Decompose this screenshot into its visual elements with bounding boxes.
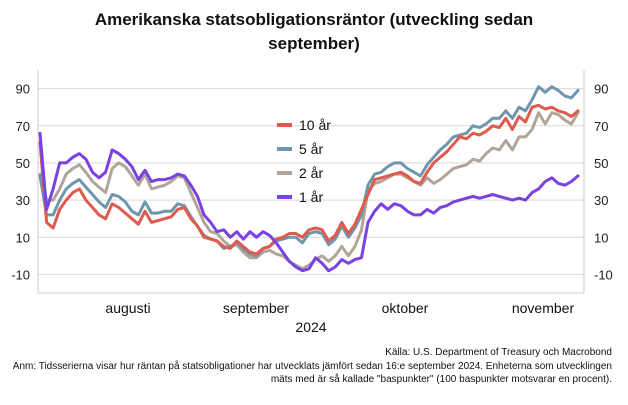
legend-label-3: 2 år [299,165,323,181]
x-label-september: september [223,300,289,316]
x-label-augusti: augusti [105,300,150,316]
y-axis-left-ticks: 90 70 50 30 10 -10 [11,82,30,283]
y-tick-label-left: 70 [16,119,30,134]
legend-label-4: 1 år [299,189,323,205]
series-line-4 [38,131,580,273]
x-label-november: november [512,300,575,316]
y-tick-label-left: -10 [11,267,30,282]
y-tick-label-right: 10 [594,230,608,245]
note-text: Anm: Tidsserierna visar hur räntan på st… [12,361,612,385]
legend-label-1: 10 år [299,117,331,133]
line-chart: 90 70 50 30 10 -10 90 70 50 30 10 -10 augusti sept… [11,70,613,335]
series-line-3 [38,111,580,271]
legend: 10 år 5 år 2 år 1 år [277,117,331,205]
y-tick-label-right: 30 [594,193,608,208]
x-label-year: 2024 [295,319,326,335]
y-tick-label-right: -10 [594,267,613,282]
legend-label-2: 5 år [299,141,323,157]
y-tick-label-right: 70 [594,119,608,134]
y-tick-label-right: 90 [594,82,608,97]
y-axis-right-ticks: 90 70 50 30 10 -10 [594,82,613,283]
chart-title-line-2: september) [268,34,360,53]
chart-title-line-1: Amerikanska statsobligationsräntor (utve… [94,10,534,29]
y-tick-label-left: 30 [16,193,30,208]
y-tick-label-right: 50 [594,156,608,171]
series-line-2 [38,85,580,258]
axis-frame [37,70,585,294]
x-label-oktober: oktober [382,300,429,316]
source-text: Källa: U.S. Department of Treasury och M… [385,347,612,358]
y-tick-label-left: 90 [16,82,30,97]
y-tick-label-left: 50 [16,156,30,171]
y-tick-label-left: 10 [16,230,30,245]
series-lines [38,85,580,273]
x-axis-labels: augusti september oktober november 2024 [105,300,574,335]
chart-title: Amerikanska statsobligationsräntor (utve… [0,8,628,56]
series-line-1 [38,103,580,256]
